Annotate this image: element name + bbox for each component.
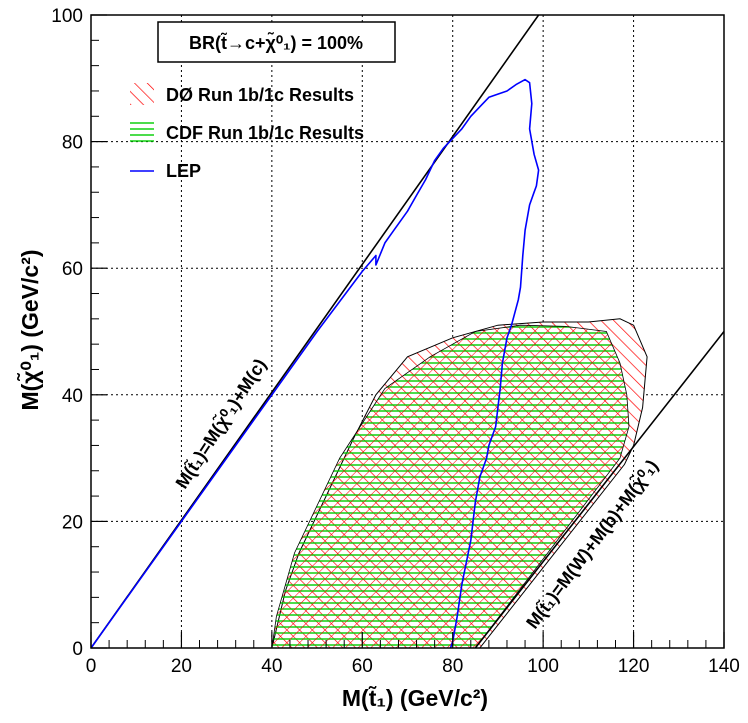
y-tick-label: 40 [62,386,83,407]
x-tick-label: 120 [618,656,650,677]
cdf-region-overlap-hatch [271,324,630,648]
y-tick-label: 0 [72,639,83,660]
y-tick-labels: 0 20 40 60 80 100 [51,6,83,660]
plot-frame [90,14,725,649]
y-tick-label: 100 [51,6,83,27]
x-tick-label: 40 [261,656,282,677]
x-tick-label: 80 [442,656,463,677]
br-box-frame [157,21,396,63]
axis-ticks [90,14,725,649]
y-tick-label: 80 [62,133,83,154]
legend-swatch-d0 [130,83,154,105]
y-axis-title: M(χ̃⁰₁) (GeV/c²) [16,249,43,410]
x-tick-label: 0 [86,656,97,677]
legend-label-cdf: CDF Run 1b/1c Results [166,123,364,143]
legend-swatch-cdf [130,121,154,143]
x-tick-label: 20 [171,656,192,677]
x-tick-labels: 0 20 40 60 80 100 120 140 [86,656,740,677]
legend-label-lep: LEP [166,161,201,181]
excluded-regions [271,318,648,648]
wb-kinematic-line [474,331,724,648]
legend-item-d0: DØ Run 1b/1c Results [130,83,354,105]
label-charm-line: M(t̃₁)=M(χ̃⁰₁)+M(c) [170,354,270,492]
legend: DØ Run 1b/1c Results CDF Run 1b/1c Resul… [130,83,364,181]
x-tick-label: 140 [708,656,740,677]
y-tick-label: 60 [62,259,83,280]
data-lines [91,15,724,648]
x-tick-label: 60 [352,656,373,677]
br-box-text: BR(t̃→c+χ̃⁰₁) = 100% [189,31,363,53]
lep-line [91,78,540,648]
y-tick-label: 20 [62,512,83,533]
legend-label-d0: DØ Run 1b/1c Results [166,85,354,105]
legend-item-lep: LEP [130,161,201,181]
x-axis-title: M(t̃₁) (GeV/c²) [342,685,488,711]
x-tick-label: 100 [527,656,559,677]
legend-item-cdf: CDF Run 1b/1c Results [130,121,364,143]
br-box: BR(t̃→c+χ̃⁰₁) = 100% [157,21,396,63]
